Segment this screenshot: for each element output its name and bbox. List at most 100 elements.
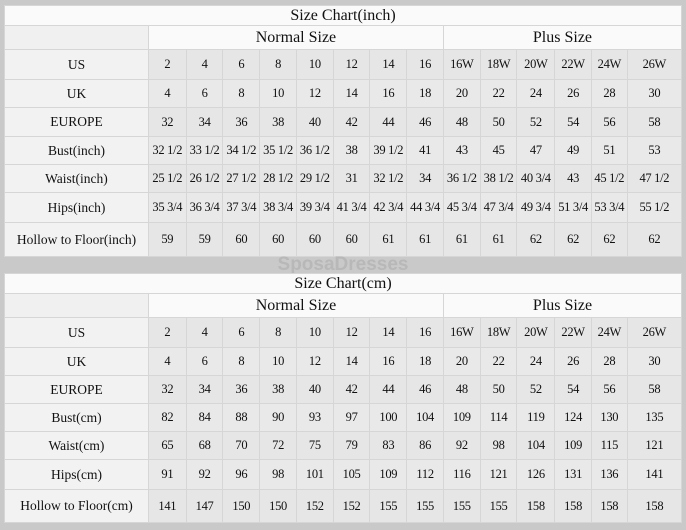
table-cell: 92 [442, 431, 481, 460]
table-cell: 115 [590, 431, 628, 460]
table-cell: 155 [369, 489, 408, 523]
table-cell: 58 [626, 375, 683, 404]
table-cell: 36 1/2 [442, 164, 481, 193]
table-cell: 10 [259, 79, 297, 108]
plus-size-header: Plus Size [442, 25, 683, 50]
table-cell: 47 1/2 [626, 164, 683, 193]
table-cell: 18W [479, 317, 518, 348]
table-cell: 101 [295, 459, 334, 490]
table-cell: 49 3/4 [516, 192, 556, 223]
table-cell: 32 [147, 375, 187, 404]
table-cell: 158 [516, 489, 556, 523]
table-cell: 52 [516, 375, 556, 404]
table-cell: 54 [554, 107, 592, 137]
table-cell: 34 1/2 [222, 136, 261, 165]
table-cell: 62 [554, 222, 592, 257]
table-cell: 30 [626, 347, 683, 376]
table-cell: 6 [222, 49, 261, 80]
table-cell: 75 [295, 431, 334, 460]
table-cell: 33 1/2 [185, 136, 224, 165]
table-cell: 104 [516, 431, 556, 460]
table-cell: 6 [222, 317, 261, 348]
table-cell: 54 [554, 375, 592, 404]
table-cell: 24W [590, 49, 628, 80]
table-cell: 49 [554, 136, 592, 165]
row-label: UK [4, 79, 149, 108]
table-cell: 41 3/4 [332, 192, 371, 223]
table-cell: 8 [259, 317, 297, 348]
table-cell: 53 3/4 [590, 192, 628, 223]
table-cell: 61 [406, 222, 444, 257]
table-cell: 28 [590, 347, 628, 376]
table-cell: 114 [479, 403, 518, 432]
table-cell: 72 [259, 431, 297, 460]
table-cell: 8 [222, 347, 261, 376]
table-cell: 61 [479, 222, 518, 257]
table-cell: 6 [185, 79, 224, 108]
table-cell: 32 [147, 107, 187, 137]
table-cell: 14 [332, 79, 371, 108]
table-cell: 24W [590, 317, 628, 348]
table-row: EUROPE 32 34 36 38 40 42 44 46 48 50 52 54 56 58 [4, 375, 683, 404]
table-cell: 37 3/4 [222, 192, 261, 223]
table-cell: 116 [442, 459, 481, 490]
table-cell: 4 [185, 317, 224, 348]
watermark-logo: SposaDresses [277, 254, 409, 275]
table-cell: 20W [516, 49, 556, 80]
table-cell: 24 [516, 79, 556, 108]
table-cell: 38 1/2 [479, 164, 518, 193]
table-cell: 29 1/2 [295, 164, 334, 193]
table-cell: 4 [147, 347, 187, 376]
table-cell: 38 [259, 375, 297, 404]
table-row: UK 4 6 8 10 12 14 16 18 20 22 24 26 28 30 [4, 347, 683, 376]
table-cell: 26 [554, 79, 592, 108]
table-cell: 83 [369, 431, 408, 460]
table-cell: 6 [185, 347, 224, 376]
table-cell: 35 3/4 [147, 192, 187, 223]
row-label: Hips(inch) [4, 192, 149, 223]
table-cell: 55 1/2 [626, 192, 683, 223]
row-label: Bust(cm) [4, 403, 149, 432]
table-row: Waist(cm) 65 68 70 72 75 79 83 86 92 98 104 109 115 12… [4, 431, 683, 460]
table-cell: 45 1/2 [590, 164, 628, 193]
row-label: Hollow to Floor(inch) [4, 222, 149, 257]
table-cell: 16 [369, 79, 408, 108]
table-cell: 26 1/2 [185, 164, 224, 193]
table-cell: 130 [590, 403, 628, 432]
table-cell: 40 [295, 375, 334, 404]
table-cell: 158 [626, 489, 683, 523]
chart-title: Size Chart(cm) [4, 273, 682, 294]
table-cell: 31 [332, 164, 371, 193]
table-cell: 28 [590, 79, 628, 108]
table-cell: 155 [442, 489, 481, 523]
row-label: EUROPE [4, 375, 149, 404]
table-cell: 10 [295, 317, 334, 348]
table-cell: 60 [295, 222, 334, 257]
table-cell: 60 [222, 222, 261, 257]
table-cell: 44 [369, 375, 408, 404]
table-cell: 109 [554, 431, 592, 460]
table-cell: 98 [479, 431, 518, 460]
table-cell: 62 [590, 222, 628, 257]
table-cell: 92 [185, 459, 224, 490]
table-cell: 22 [479, 79, 518, 108]
table-cell: 70 [222, 431, 261, 460]
table-cell: 10 [295, 49, 334, 80]
table-cell: 12 [295, 347, 334, 376]
table-cell: 61 [442, 222, 481, 257]
table-cell: 112 [406, 459, 444, 490]
row-label: Waist(cm) [4, 431, 149, 460]
table-cell: 158 [590, 489, 628, 523]
normal-size-header: Normal Size [147, 293, 444, 318]
table-cell: 16 [406, 49, 444, 80]
table-cell: 97 [332, 403, 371, 432]
table-cell: 2 [147, 317, 187, 348]
table-cell: 147 [185, 489, 224, 523]
table-cell: 121 [626, 431, 683, 460]
table-cell: 25 1/2 [147, 164, 187, 193]
table-cell: 124 [554, 403, 592, 432]
table-cell: 84 [185, 403, 224, 432]
table-cell: 38 [332, 136, 371, 165]
table-cell: 62 [516, 222, 556, 257]
table-cell: 158 [554, 489, 592, 523]
